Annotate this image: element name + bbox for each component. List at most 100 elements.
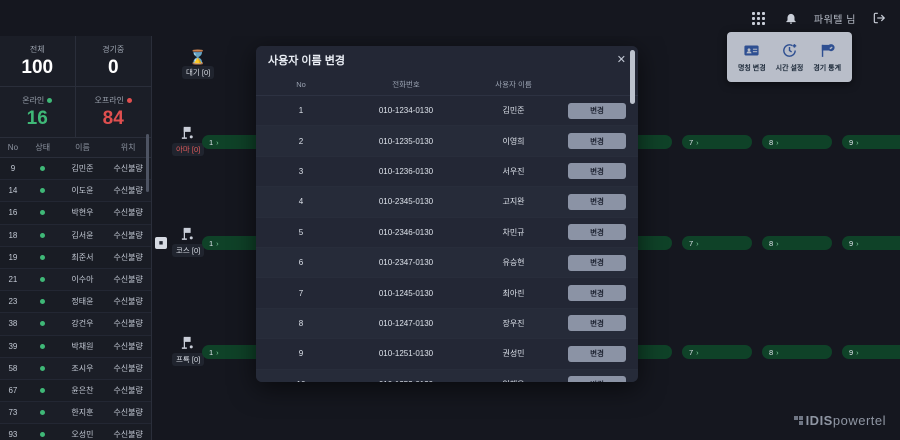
table-row[interactable]: 16 박현우 수신불량 [0,202,151,225]
table-row[interactable]: 21 이수아 수신불량 [0,269,151,292]
table-row[interactable]: 39 박채원 수신불량 [0,335,151,358]
stat-cell: 전체 100 [0,36,76,87]
change-name-button[interactable]: 변경 [568,224,626,241]
modal-table-body: 1 010-1234-0130 김민준 변경 2 010-1235-0130 이영희 변경 3 0… [256,96,638,382]
change-name-button[interactable]: 변경 [568,193,626,210]
table-row[interactable]: 38 강건우 수신불량 [0,313,151,336]
table-row[interactable]: 9 김민준 수신불량 [0,158,151,181]
stat-value: 100 [21,56,54,78]
cell-action: 변경 [561,193,633,210]
table-row: 6 010-2347-0130 유승현 변경 [256,247,638,279]
panel-toggle-icon[interactable]: ■ [155,237,167,249]
table-row[interactable]: 18 김서윤 수신불량 [0,225,151,247]
cell-no: 18 [8,230,18,240]
stat-label: 온라인 [22,95,53,106]
hole-bar[interactable]: 7 › [682,236,752,250]
status-dot-icon [40,188,46,194]
hole-bar-number: 7 [689,137,694,147]
cell-name: 조시우 [71,363,94,373]
close-icon[interactable]: ✕ [616,53,626,66]
quick-menu-item-stats[interactable]: 경기 통계 [808,42,846,73]
hole-bar[interactable]: 7 › [682,135,752,149]
cell-phone: 010-1234-0130 [378,106,434,116]
hole-bar[interactable]: 8 › [762,345,832,359]
hole-bar-number: 1 [209,347,214,357]
hole-bar[interactable]: 8 › [762,135,832,149]
stat-label-text: 경기중 [102,44,125,54]
cell-status [26,277,60,283]
cell-username: 유승현 [502,258,525,268]
quick-menu-item-rename[interactable]: 명칭 변경 [733,42,771,73]
hole-bar-number: 8 [769,238,774,248]
user-table-body: 9 김민준 수신불량 14 이도윤 수신불량 16 박현우 수신불량 18 김서윤 수신불량 19 최준서… [0,158,151,440]
status-dot-icon [40,232,46,238]
hole-flag-marker[interactable]: 아마 [0] [172,125,205,156]
hole-bar[interactable]: 9 › [842,345,900,359]
quick-menu-item-time[interactable]: 시간 설정 [771,42,809,73]
cell-status [26,387,60,393]
cell-no: 8 [298,318,304,328]
cell-position: 수신불량 [113,385,143,395]
cell-status [26,299,60,305]
cell-no: 39 [8,341,18,351]
change-name-button[interactable]: 변경 [568,163,626,180]
cell-username: 고지완 [502,197,525,207]
logout-icon[interactable] [870,9,888,27]
table-row: 5 010-2346-0130 차민규 변경 [256,218,638,248]
table-row[interactable]: 23 정태윤 수신불량 [0,291,151,314]
grid-apps-icon[interactable] [750,9,768,27]
cell-username: 이영희 [502,136,525,146]
table-row[interactable]: 14 이도윤 수신불량 [0,180,151,203]
cell-no: 9 [298,349,304,359]
chevron-right-icon: › [776,347,779,357]
hole-bar[interactable]: 7 › [682,345,752,359]
bell-icon[interactable] [782,9,800,27]
status-dot-icon [40,387,46,393]
hole-bar[interactable]: 9 › [842,236,900,250]
cell-status [26,410,60,416]
change-name-button[interactable]: 변경 [568,285,626,302]
change-name-button[interactable]: 변경 [568,315,626,332]
hole-bar-number: 9 [849,238,854,248]
change-name-button[interactable]: 변경 [568,376,626,382]
user-label: 파워텔 님 [813,14,856,26]
chevron-right-icon: › [776,137,779,147]
change-name-button[interactable]: 변경 [568,345,626,362]
table-row[interactable]: 19 최준서 수신불량 [0,246,151,269]
cell-status [26,343,60,349]
change-name-button[interactable]: 변경 [568,133,626,150]
table-row[interactable]: 58 조시우 수신불량 [0,358,151,380]
modal-scrollbar[interactable] [630,50,635,104]
table-row[interactable]: 73 한지훈 수신불량 [0,402,151,425]
hole-label: 프룍 [0] [172,353,205,366]
hole-bar[interactable]: 9 › [842,135,900,149]
cell-name: 최준서 [71,252,94,262]
cell-status [26,432,60,438]
status-dot-icon [40,410,46,416]
modal-table-header: No 전화번호 사용자 이름 [256,74,638,96]
hole-flag-marker[interactable]: 프룍 [0] [172,335,205,366]
cell-no: 10 [256,380,346,382]
hole-bar[interactable]: 8 › [762,236,832,250]
cell-action: 변경 [561,102,633,119]
table-row[interactable]: 67 윤은찬 수신불량 [0,379,151,403]
cell-action: 변경 [561,376,633,382]
sidebar-scrollbar[interactable] [146,134,149,192]
cell-status [26,232,60,238]
hole-flag-marker[interactable]: 코스 [0] [172,226,205,257]
cell-no: 93 [8,430,18,440]
hole-bar-number: 1 [209,137,214,147]
cell-no: 4 [298,197,304,207]
cell-status [26,210,60,216]
cell-username: 서우진 [502,166,525,176]
change-name-button[interactable]: 변경 [568,102,626,119]
status-dot-icon [126,97,132,103]
table-row: 7 010-1245-0130 최아린 변경 [256,278,638,309]
flag-icon [180,226,196,242]
cell-name: 오성민 [71,430,94,440]
change-name-button[interactable]: 변경 [568,254,626,271]
table-row[interactable]: 93 오성민 수신불량 [0,424,151,440]
cell-action: 변경 [561,133,633,150]
stat-label-text: 온라인 [22,95,45,105]
